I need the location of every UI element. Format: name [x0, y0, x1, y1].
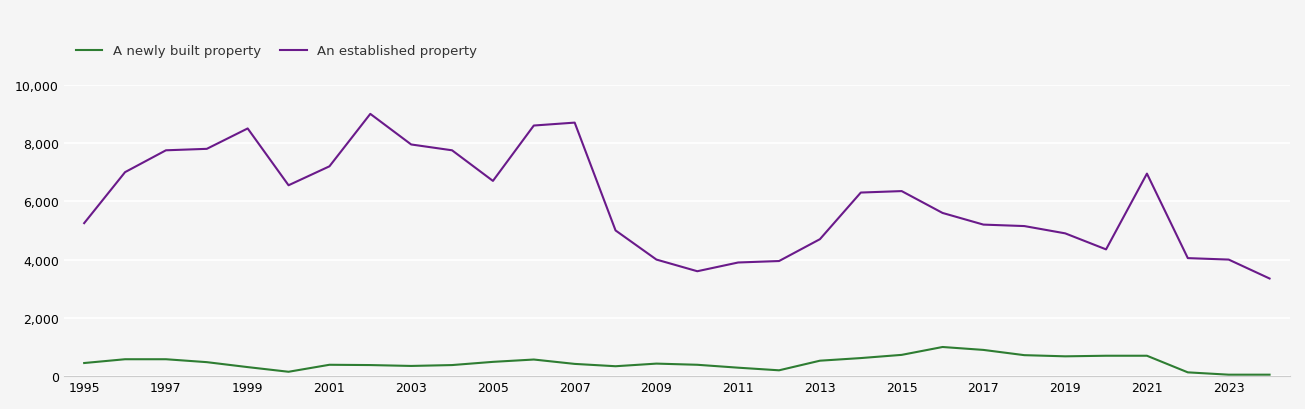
A newly built property — [689, 362, 705, 367]
An established property — [526, 124, 542, 129]
An established property — [566, 121, 582, 126]
An established property — [240, 127, 256, 132]
A newly built property — [1180, 370, 1195, 375]
An established property — [1099, 247, 1114, 252]
An established property — [649, 258, 664, 263]
An established property — [853, 191, 869, 196]
Line: A newly built property: A newly built property — [85, 347, 1270, 375]
A newly built property — [281, 369, 296, 374]
A newly built property — [117, 357, 133, 362]
An established property — [485, 179, 501, 184]
A newly built property — [526, 357, 542, 362]
An established property — [894, 189, 910, 194]
An established property — [608, 228, 624, 233]
An established property — [198, 147, 214, 152]
A newly built property — [1017, 353, 1032, 358]
A newly built property — [444, 363, 459, 368]
A newly built property — [771, 368, 787, 373]
A newly built property — [240, 365, 256, 370]
A newly built property — [77, 361, 93, 366]
An established property — [1139, 172, 1155, 177]
A newly built property — [649, 361, 664, 366]
Line: An established property: An established property — [85, 115, 1270, 279]
A newly built property — [158, 357, 174, 362]
A newly built property — [321, 362, 337, 367]
An established property — [321, 164, 337, 169]
An established property — [158, 148, 174, 153]
A newly built property — [1262, 372, 1278, 377]
An established property — [689, 269, 705, 274]
An established property — [1262, 276, 1278, 281]
Legend: A newly built property, An established property: A newly built property, An established p… — [70, 40, 483, 63]
An established property — [1221, 258, 1237, 263]
A newly built property — [731, 365, 746, 370]
An established property — [117, 170, 133, 175]
An established property — [771, 259, 787, 264]
A newly built property — [853, 356, 869, 361]
An established property — [1180, 256, 1195, 261]
An established property — [363, 112, 378, 117]
An established property — [976, 222, 992, 227]
An established property — [731, 261, 746, 265]
A newly built property — [198, 360, 214, 365]
A newly built property — [976, 348, 992, 353]
An established property — [281, 183, 296, 188]
A newly built property — [894, 353, 910, 357]
A newly built property — [1139, 353, 1155, 358]
An established property — [444, 148, 459, 153]
An established property — [1017, 224, 1032, 229]
An established property — [1057, 231, 1073, 236]
A newly built property — [812, 358, 827, 363]
A newly built property — [1099, 353, 1114, 358]
An established property — [77, 221, 93, 226]
A newly built property — [403, 364, 419, 369]
A newly built property — [608, 364, 624, 369]
An established property — [812, 237, 827, 242]
A newly built property — [1221, 372, 1237, 377]
A newly built property — [1057, 354, 1073, 359]
An established property — [934, 211, 950, 216]
A newly built property — [934, 345, 950, 350]
An established property — [403, 143, 419, 148]
A newly built property — [566, 362, 582, 366]
A newly built property — [363, 363, 378, 368]
A newly built property — [485, 360, 501, 364]
